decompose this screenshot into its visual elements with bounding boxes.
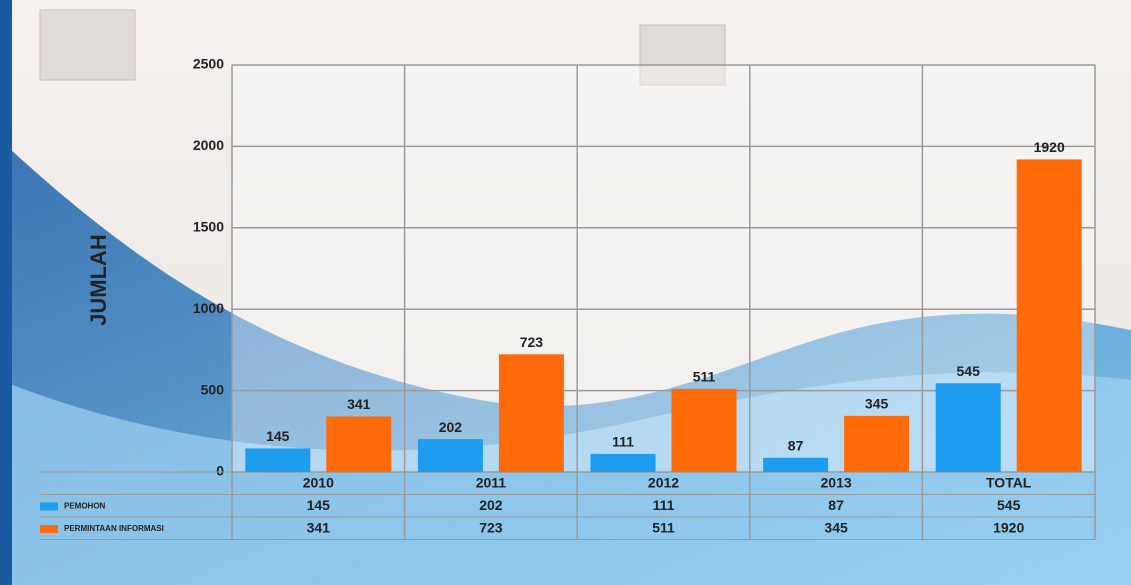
table-value: 345 — [824, 520, 848, 536]
table-value: 1920 — [993, 520, 1024, 536]
data-label: 111 — [612, 434, 634, 450]
legend-label: PERMINTAAN INFORMASI — [64, 524, 164, 533]
bar — [672, 389, 737, 472]
x-tick-label: 2010 — [303, 475, 334, 491]
bar — [245, 448, 310, 472]
bar — [763, 458, 828, 472]
y-tick-label: 2500 — [193, 56, 224, 72]
y-tick-label: 2000 — [193, 137, 224, 153]
bar — [499, 354, 564, 472]
legend-swatch — [40, 503, 58, 511]
data-label: 145 — [266, 428, 290, 444]
data-label: 723 — [520, 334, 544, 350]
table-value: 111 — [653, 497, 675, 513]
x-tick-label: 2013 — [821, 475, 852, 491]
left-edge — [0, 0, 12, 585]
bar — [844, 416, 909, 472]
bar — [418, 439, 483, 472]
table-value: 145 — [307, 497, 331, 513]
data-label: 202 — [439, 419, 463, 435]
legend-label: PEMOHON — [64, 502, 106, 511]
table-value: 341 — [307, 520, 331, 536]
x-tick-label: TOTAL — [986, 475, 1032, 491]
y-tick-label: 1500 — [193, 219, 224, 235]
bar — [326, 416, 391, 472]
table-value: 87 — [828, 497, 844, 513]
table-value: 511 — [652, 520, 675, 536]
bar — [936, 383, 1001, 472]
table-value: 723 — [479, 520, 503, 536]
bar — [591, 454, 656, 472]
photo-frame — [40, 10, 135, 80]
data-label: 345 — [865, 396, 889, 412]
data-label: 511 — [693, 369, 716, 385]
table-value: 202 — [479, 497, 503, 513]
y-tick-label: 1000 — [193, 300, 224, 316]
table-value: 545 — [997, 497, 1021, 513]
y-tick-label: 500 — [201, 381, 225, 397]
x-tick-label: 2012 — [648, 475, 679, 491]
x-tick-label: 2011 — [476, 475, 507, 491]
data-label: 545 — [957, 363, 981, 379]
data-label: 87 — [788, 438, 804, 454]
bar — [1017, 159, 1082, 472]
legend-swatch — [40, 525, 58, 533]
y-axis-label: JUMLAH — [86, 234, 111, 326]
chart: JUMLAH 0 500 1000 1500 2000 2500 2010 145 145 341… — [0, 0, 1131, 585]
y-tick-label: 0 — [216, 463, 224, 479]
data-label: 1920 — [1034, 139, 1065, 155]
data-label: 341 — [347, 396, 371, 412]
